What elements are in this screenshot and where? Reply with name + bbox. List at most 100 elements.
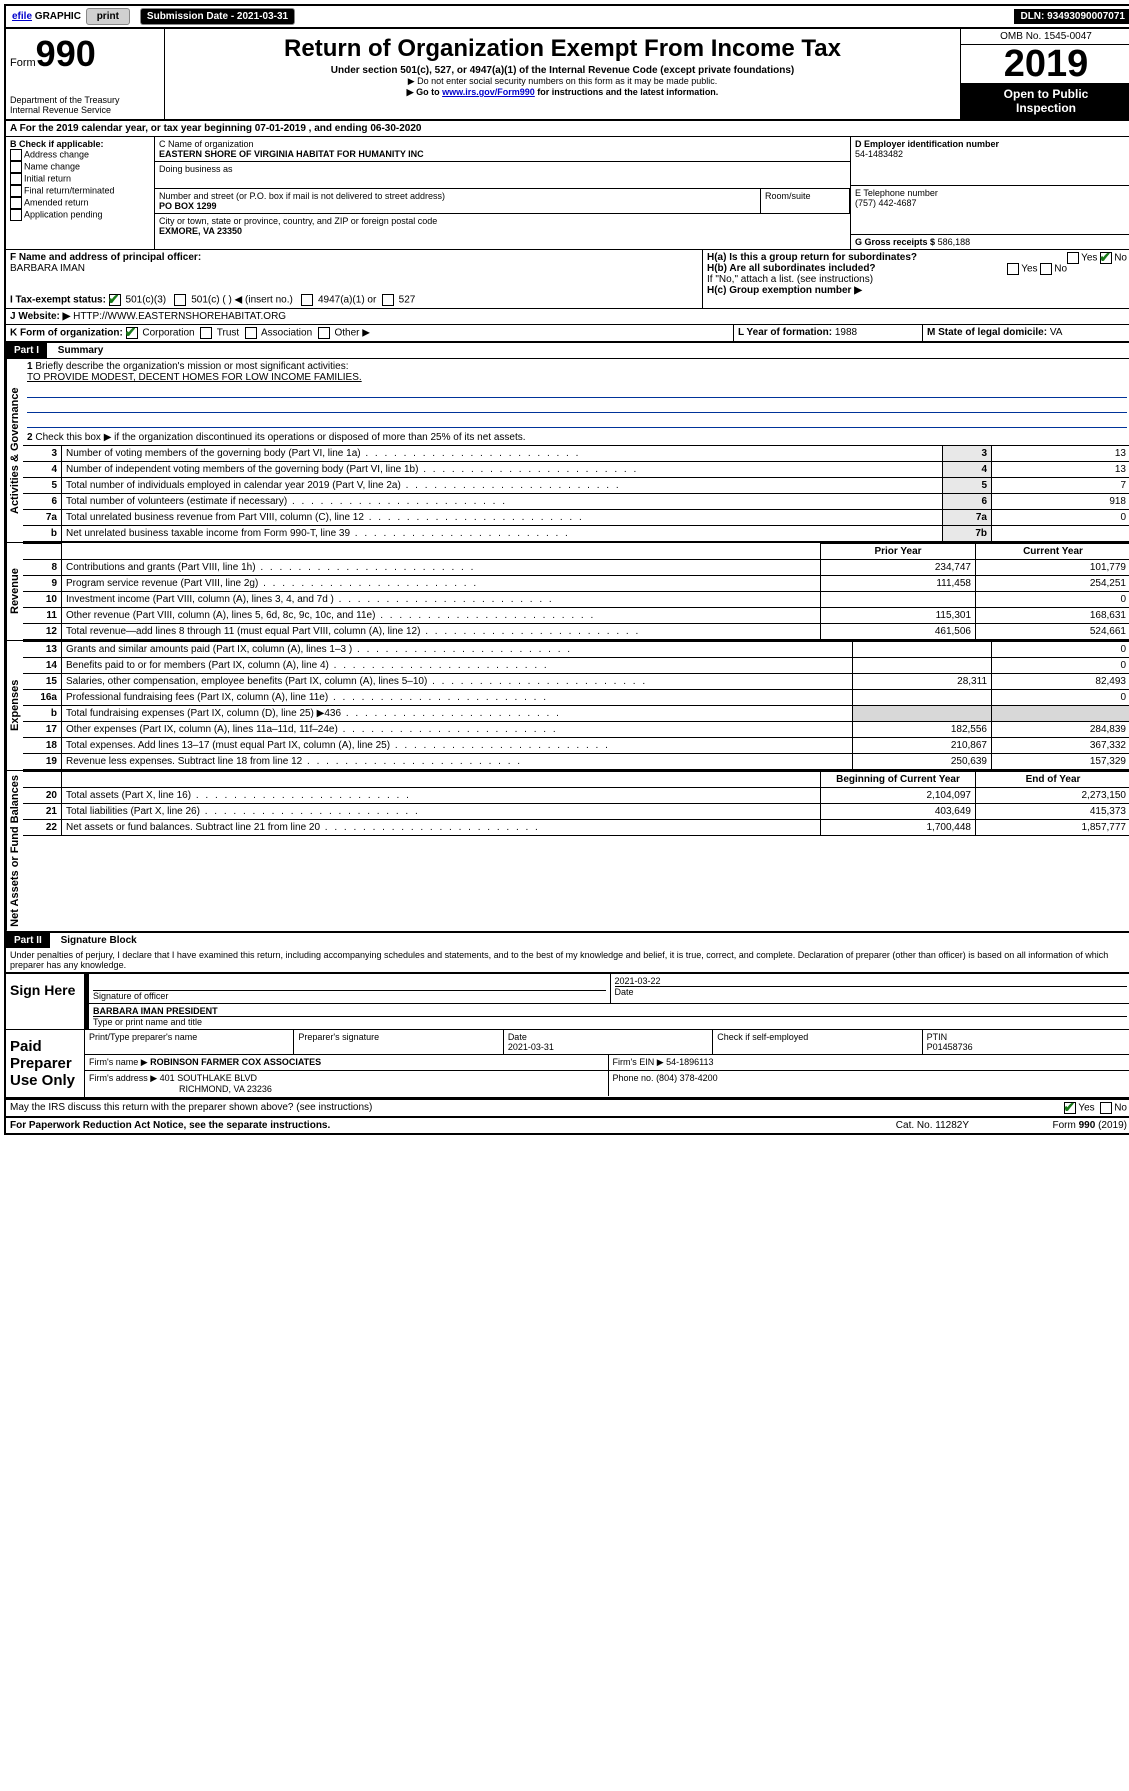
officer-name-title: BARBARA IMAN PRESIDENT xyxy=(93,1006,1127,1016)
table-row: 16aProfessional fundraising fees (Part I… xyxy=(23,690,1129,706)
dba-cell: Doing business as xyxy=(155,162,850,189)
sign-here-row: Sign Here Signature of officer 2021-03-2… xyxy=(6,974,1129,1030)
part-i-header: Part I Summary xyxy=(4,343,1129,359)
goto-note: ▶ Go to www.irs.gov/Form990 for instruct… xyxy=(169,87,956,98)
box-b: B Check if applicable: Address change Na… xyxy=(6,137,155,249)
paperwork-notice: For Paperwork Reduction Act Notice, see … xyxy=(6,1118,892,1133)
box-h: H(a) Is this a group return for subordin… xyxy=(702,250,1129,308)
table-row: 4Number of independent voting members of… xyxy=(23,462,1129,478)
table-row: 7aTotal unrelated business revenue from … xyxy=(23,510,1129,526)
open-public: Open to Public Inspection xyxy=(961,83,1129,119)
prep-date: Date2021-03-31 xyxy=(504,1030,713,1054)
header-center: Return of Organization Exempt From Incom… xyxy=(165,29,960,119)
opt-amended: Amended return xyxy=(10,197,150,209)
dept-treasury: Department of the Treasury xyxy=(10,95,160,105)
table-row: 11Other revenue (Part VIII, column (A), … xyxy=(23,608,1129,624)
city-cell: City or town, state or province, country… xyxy=(155,214,850,238)
form-subtitle: Under section 501(c), 527, or 4947(a)(1)… xyxy=(169,65,956,76)
paid-preparer-row: Paid Preparer Use Only Print/Type prepar… xyxy=(6,1030,1129,1098)
website-row: J Website: ▶ HTTP://WWW.EASTERNSHOREHABI… xyxy=(4,309,1129,325)
revenue-block: Revenue Prior Year Current Year 8Contrib… xyxy=(4,543,1129,641)
col-current-year: Current Year xyxy=(976,544,1129,560)
table-row: 5Total number of individuals employed in… xyxy=(23,478,1129,494)
h-b: H(b) Are all subordinates included? Yes … xyxy=(707,263,1127,274)
prep-sig-label: Preparer's signature xyxy=(294,1030,503,1054)
irs-link[interactable]: www.irs.gov/Form990 xyxy=(442,87,535,97)
table-row: 21Total liabilities (Part X, line 26)403… xyxy=(23,804,1129,820)
expenses-table: 13Grants and similar amounts paid (Part … xyxy=(23,641,1129,770)
website-url: HTTP://WWW.EASTERNSHOREHABITAT.ORG xyxy=(73,311,286,322)
officer-group-row: F Name and address of principal officer:… xyxy=(4,250,1129,309)
part-i-label: Part I xyxy=(6,343,47,358)
dln-label: DLN: 93493090007071 xyxy=(1014,9,1129,24)
officer-sig-area: Signature of officer 2021-03-22 Date BAR… xyxy=(85,974,1129,1029)
governance-table: 3Number of voting members of the governi… xyxy=(23,445,1129,542)
net-assets-table: Beginning of Current Year End of Year 20… xyxy=(23,771,1129,836)
opt-address-change: Address change xyxy=(10,149,150,161)
spacer xyxy=(297,15,1014,19)
box-c: C Name of organization EASTERN SHORE OF … xyxy=(155,137,850,249)
table-row: 22Net assets or fund balances. Subtract … xyxy=(23,820,1129,836)
box-m: M State of legal domicile: VA xyxy=(923,325,1129,341)
paid-preparer-label: Paid Preparer Use Only xyxy=(6,1030,85,1097)
firm-name-cell: Firm's name ▶ ROBINSON FARMER COX ASSOCI… xyxy=(85,1055,608,1070)
box-f: F Name and address of principal officer:… xyxy=(6,250,702,308)
firm-addr-cell: Firm's address ▶ 401 SOUTHLAKE BLVD RICH… xyxy=(85,1071,608,1096)
side-label-revenue: Revenue xyxy=(6,543,23,640)
table-row: bNet unrelated business taxable income f… xyxy=(23,526,1129,542)
table-row: 13Grants and similar amounts paid (Part … xyxy=(23,642,1129,658)
box-j: J Website: ▶ HTTP://WWW.EASTERNSHOREHABI… xyxy=(6,309,1129,324)
opt-final-return: Final return/terminated xyxy=(10,185,150,197)
opt-name-change: Name change xyxy=(10,161,150,173)
h-b-note: If "No," attach a list. (see instruction… xyxy=(707,274,1127,285)
table-row: bTotal fundraising expenses (Part IX, co… xyxy=(23,706,1129,722)
org-name: EASTERN SHORE OF VIRGINIA HABITAT FOR HU… xyxy=(159,149,846,159)
gross-receipts: 586,188 xyxy=(938,237,971,247)
checkbox-501c3 xyxy=(109,294,121,306)
box-i: I Tax-exempt status: 501(c)(3) 501(c) ( … xyxy=(10,294,698,306)
table-row: 6Total number of volunteers (estimate if… xyxy=(23,494,1129,510)
side-label-expenses: Expenses xyxy=(6,641,23,770)
side-label-governance: Activities & Governance xyxy=(6,359,23,542)
part-ii-header: Part II Signature Block xyxy=(4,933,1129,948)
col-prior-year: Prior Year xyxy=(821,544,976,560)
table-row: 8Contributions and grants (Part VIII, li… xyxy=(23,560,1129,576)
side-label-net: Net Assets or Fund Balances xyxy=(6,771,23,931)
phone-cell: E Telephone number (757) 442-4687 xyxy=(851,186,1129,235)
box-l: L Year of formation: 1988 xyxy=(733,325,923,341)
gross-receipts-cell: G Gross receipts $ 586,188 xyxy=(851,235,1129,249)
efile-link-wrap: efile GRAPHIC print xyxy=(6,6,138,27)
declaration-text: Under penalties of perjury, I declare th… xyxy=(4,948,1129,973)
catalog-number: Cat. No. 11282Y xyxy=(892,1118,973,1133)
h-a: H(a) Is this a group return for subordin… xyxy=(707,252,1127,263)
room-cell: Room/suite xyxy=(760,189,850,214)
street-cell: Number and street (or P.O. box if mail i… xyxy=(155,189,760,214)
box-d-e-g: D Employer identification number 54-1483… xyxy=(850,137,1129,249)
preparer-area: Print/Type preparer's name Preparer's si… xyxy=(85,1030,1129,1097)
opt-app-pending: Application pending xyxy=(10,209,150,221)
q1: 1 Briefly describe the organization's mi… xyxy=(23,359,1129,430)
phone-value: (757) 442-4687 xyxy=(855,198,1127,208)
print-button[interactable]: print xyxy=(86,8,130,25)
officer-name: BARBARA IMAN xyxy=(10,263,698,274)
firm-ein-cell: Firm's EIN ▶ 54-1896113 xyxy=(608,1055,1129,1070)
table-row: 9Program service revenue (Part VIII, lin… xyxy=(23,576,1129,592)
table-row: 10Investment income (Part VIII, column (… xyxy=(23,592,1129,608)
box-b-label: B Check if applicable: xyxy=(10,139,150,149)
org-name-cell: C Name of organization EASTERN SHORE OF … xyxy=(155,137,850,162)
org-form-row: K Form of organization: Corporation Trus… xyxy=(4,325,1129,343)
submission-date-button[interactable]: Submission Date - 2021-03-31 xyxy=(140,8,295,25)
part-ii-label: Part II xyxy=(6,933,50,948)
efile-link[interactable]: efile xyxy=(12,11,32,22)
table-row: 3Number of voting members of the governi… xyxy=(23,446,1129,462)
firm-phone-cell: Phone no. (804) 378-4200 xyxy=(608,1071,1129,1096)
form-header: Form990 Department of the Treasury Inter… xyxy=(4,29,1129,121)
discuss-question: May the IRS discuss this return with the… xyxy=(6,1100,1129,1116)
table-row: 15Salaries, other compensation, employee… xyxy=(23,674,1129,690)
net-assets-block: Net Assets or Fund Balances Beginning of… xyxy=(4,771,1129,933)
activities-governance-block: Activities & Governance 1 Briefly descri… xyxy=(4,359,1129,543)
header-right: OMB No. 1545-0047 2019 Open to Public In… xyxy=(960,29,1129,119)
h-c: H(c) Group exemption number ▶ xyxy=(707,285,1127,296)
part-i-title: Summary xyxy=(50,343,112,358)
ein-value: 54-1483482 xyxy=(855,149,1127,159)
